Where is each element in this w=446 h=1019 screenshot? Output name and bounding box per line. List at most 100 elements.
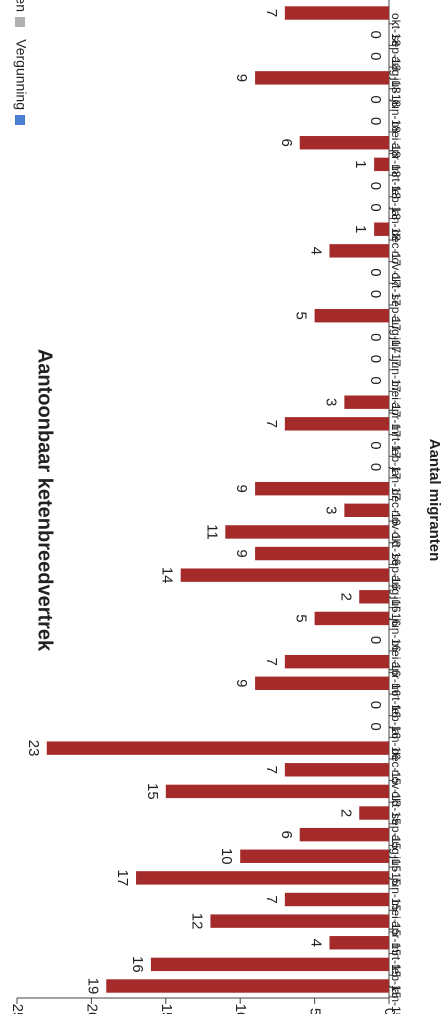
x-tick-label: dec-15 [389,748,403,785]
bar [299,136,389,150]
y-tick-label: 15 [158,1004,175,1014]
data-label: 6 [278,830,295,838]
x-tick-label: sep-16 [389,554,403,591]
legend-label: Vergunning [13,39,29,110]
data-label: 2 [337,593,354,601]
bar [284,763,389,777]
data-label: 11 [203,524,220,540]
data-label: 9 [233,549,250,557]
x-tick-label: okt-18 [389,13,403,47]
bar [359,590,389,604]
x-tick-label: aug-17 [389,316,403,354]
x-tick-label: jan-15 [389,985,403,1014]
bar [374,222,389,236]
x-tick-label: apr-17 [389,402,403,437]
bar [284,892,389,907]
bar [106,979,389,993]
data-label: 15 [144,783,161,800]
x-tick-label: apr-18 [389,143,403,178]
x-tick-label: mei-15 [389,900,403,937]
data-label: 10 [218,848,235,865]
bar [344,503,389,518]
data-label: 0 [367,268,384,276]
x-tick-label: sep-15 [389,813,403,850]
bar [255,71,389,85]
bar [314,309,389,323]
x-tick-label: sep-18 [389,35,403,72]
x-tick-label: aug-18 [389,56,403,94]
x-tick-label: mrt-18 [389,164,403,199]
x-tick-label: okt-16 [389,532,403,566]
data-label: 0 [367,52,384,60]
data-label: 7 [263,9,280,17]
bar [299,827,389,842]
data-label: 17 [114,870,131,887]
x-tick-label: mrt-16 [389,683,403,718]
data-label: 23 [25,740,42,757]
data-label: 7 [263,895,280,903]
data-label: 14 [159,567,176,584]
x-tick-label: jan-16 [389,726,403,761]
y-tick-label: 5 [307,1008,324,1014]
x-tick-label: aug-15 [389,835,403,873]
y-tick-label: 20 [83,1004,100,1014]
data-label: 0 [367,636,384,644]
x-tick-label: nov-15 [389,770,403,807]
bar [359,806,389,820]
chart-title: Aantoonbaar ketenbreedvertrek [34,349,56,652]
data-label: 0 [367,463,384,471]
legend-swatch [15,17,25,27]
x-tick-label: mei-16 [389,640,403,677]
x-tick-label: feb-17 [389,445,403,479]
data-label: 7 [263,657,280,665]
bar [255,546,389,561]
x-tick-label: jun-18 [389,98,403,133]
data-label: 0 [367,701,384,709]
bar [225,525,389,539]
data-label: 1 [352,160,369,168]
x-tick-label: dec-17 [389,229,403,266]
data-label: 3 [322,506,339,514]
legend-label: Lopen [13,0,29,12]
x-tick-label: jun-16 [389,617,403,652]
x-tick-label: jul-17 [389,336,403,367]
data-label: 19 [84,978,101,995]
bar [314,611,389,626]
bar [210,914,389,928]
x-tick-label: dec-16 [389,489,403,526]
x-tick-label: feb-16 [389,705,403,739]
bar [329,244,389,258]
data-label: 1 [352,225,369,233]
data-label: 0 [367,722,384,730]
data-label: 6 [278,139,295,147]
data-label: 0 [367,95,384,103]
bar [136,871,389,885]
data-label: 0 [367,117,384,125]
data-label: 5 [293,312,310,320]
data-label: 0 [367,333,384,341]
y-axis-title: Aantal migranten [426,439,443,562]
x-tick-label: apr-16 [389,662,403,697]
x-tick-label: okt-15 [389,791,403,825]
data-label: 0 [367,30,384,38]
x-tick-label: jul-16 [389,596,403,627]
bar [255,481,389,496]
x-tick-label: jan-17 [389,466,403,501]
bar [284,6,389,20]
bar [329,936,389,950]
x-tick-label: jul-18 [389,77,403,108]
x-tick-label: jul-15 [389,855,403,886]
x-tick-label: nov-16 [389,510,403,547]
y-tick-label: 0 [381,1008,398,1014]
x-tick-label: sep-17 [389,294,403,331]
bar [180,568,389,582]
x-tick-label: mei-18 [389,121,403,158]
data-label: 4 [308,939,325,947]
bar [165,784,389,799]
bar [150,957,389,972]
x-tick-label: jun-17 [389,358,403,393]
data-label: 7 [263,766,280,774]
bar [344,395,389,409]
